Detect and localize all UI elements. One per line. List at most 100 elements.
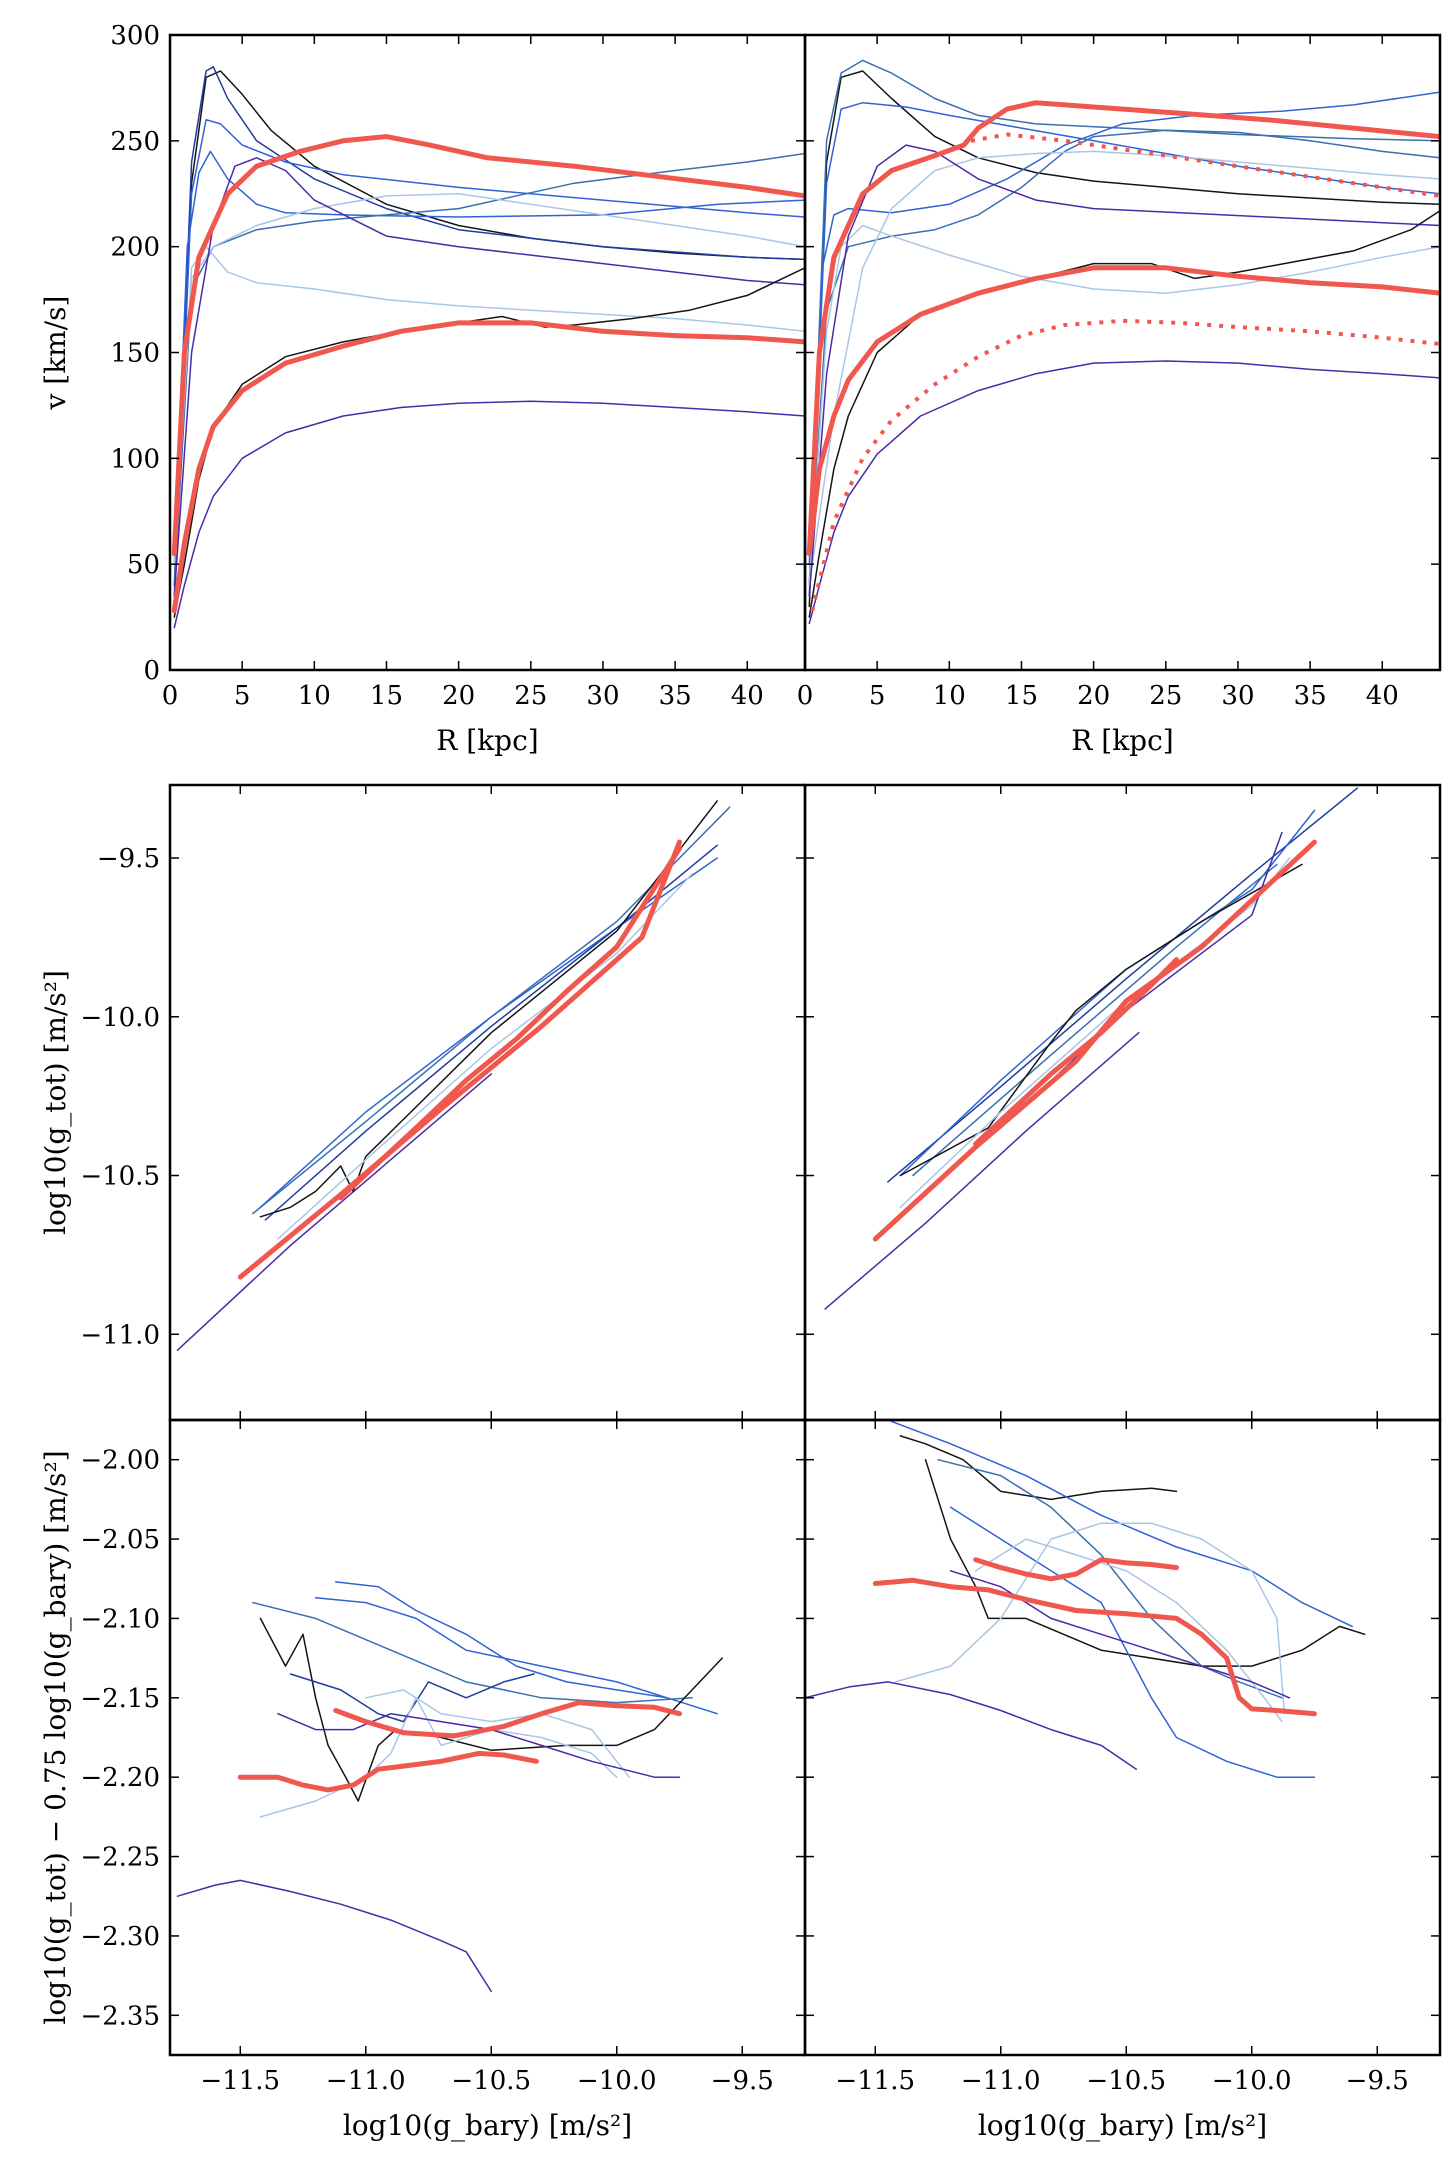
res-left-panel: −11.5 −11.0 −10.5 −10.0 −9.5 −2.35 −2.30 −2.25 −… <box>39 1418 807 2142</box>
series-res-9 <box>949 1570 1291 1699</box>
rar-left-panel: −11.0 −10.5 −10.0 −9.5 log10(g_tot) [m/s²] <box>39 783 807 1422</box>
series-rar-1 <box>176 1073 493 1351</box>
x-tick-label: −9.5 <box>711 2066 774 2096</box>
series-res-9 <box>277 1712 681 1778</box>
series-rc-8 <box>808 144 1440 597</box>
series-rc-red-1 <box>806 100 1440 557</box>
series-rc-5 <box>173 152 805 587</box>
y-tick-label: −9.5 <box>97 844 160 874</box>
x-tick-label: 0 <box>162 681 179 711</box>
x-tick-label: −9.5 <box>1346 2066 1409 2096</box>
x-tick-label: −10.5 <box>1086 2066 1166 2096</box>
y-tick-label: −2.00 <box>80 1446 160 1476</box>
series-rc-1 <box>808 70 1440 608</box>
series-res-red-2 <box>973 1557 1179 1582</box>
series-res-2 <box>899 1435 1178 1501</box>
x-tick-label: 40 <box>1366 681 1399 711</box>
series-res-8 <box>365 1689 631 1778</box>
series-rc-6 <box>808 150 1440 587</box>
rar-left-frame <box>168 783 807 1422</box>
y-tick-label: −10.5 <box>80 1162 160 1192</box>
series-res-4 <box>887 1420 1353 1628</box>
x-tick-label: 10 <box>298 681 331 711</box>
series-res-7 <box>894 1522 1286 1715</box>
x-tick-label: 5 <box>869 681 886 711</box>
series-rar-4 <box>912 863 1278 1177</box>
x-tick-label: 35 <box>659 681 692 711</box>
series-rc-3 <box>173 118 805 597</box>
series-res-1 <box>805 1681 1138 1770</box>
res-left-xlabel: log10(g_bary) [m/s²] <box>343 2109 632 2142</box>
x-tick-label: −11.0 <box>326 2066 406 2096</box>
series-res-7 <box>259 1697 618 1818</box>
rar-left-series <box>176 800 731 1351</box>
series-rc-8 <box>173 157 805 597</box>
x-tick-label: 35 <box>1294 681 1327 711</box>
res-right-xlabel: log10(g_bary) [m/s²] <box>978 2109 1267 2142</box>
y-tick-label: −2.20 <box>80 1763 160 1793</box>
x-tick-label: 30 <box>1221 681 1254 711</box>
res-left-series <box>176 1581 723 1993</box>
rar-right-frame <box>803 783 1442 1422</box>
x-tick-label: 40 <box>731 681 764 711</box>
x-tick-label: −10.0 <box>1212 2066 1292 2096</box>
x-tick-label: −10.0 <box>577 2066 657 2096</box>
series-rc-4 <box>173 150 805 565</box>
x-tick-label: −11.0 <box>961 2066 1041 2096</box>
series-rc-red-2-dotted <box>810 318 1440 612</box>
y-tick-label: 300 <box>110 21 160 51</box>
series-rar-red-1 <box>237 839 682 1280</box>
y-tick-label: −2.15 <box>80 1684 160 1714</box>
series-res-5 <box>259 1617 723 1802</box>
res-right-series <box>805 1420 1366 1778</box>
y-tick-label: 250 <box>110 127 160 157</box>
series-rc-red-2 <box>171 320 805 614</box>
series-res-3 <box>924 1458 1366 1667</box>
series-rc-red-1 <box>171 134 805 557</box>
x-tick-label: 15 <box>370 681 403 711</box>
rc-right-series <box>806 59 1440 625</box>
series-rc-7 <box>173 245 805 565</box>
rc-left-xlabel: R [kpc] <box>436 724 538 757</box>
x-tick-label: 5 <box>234 681 251 711</box>
series-res-8 <box>974 1538 1283 1723</box>
rar-left-ylabel: log10(g_tot) [m/s²] <box>39 970 72 1235</box>
x-tick-label: −10.5 <box>451 2066 531 2096</box>
y-tick-label: 200 <box>110 233 160 263</box>
rar-right-panel <box>803 783 1442 1422</box>
series-res-red-2 <box>333 1700 682 1739</box>
series-res-4 <box>334 1581 668 1699</box>
series-rc-5 <box>808 129 1440 587</box>
res-left-frame <box>168 1418 807 2057</box>
series-rar-2 <box>252 806 731 1215</box>
x-tick-label: 0 <box>797 681 814 711</box>
series-rar-5 <box>899 863 1303 1177</box>
res-left-ylabel: log10(g_tot) − 0.75 log10(g_bary) [m/s²] <box>39 1450 72 2024</box>
rc-right-frame <box>803 33 1442 672</box>
res-right-panel: −11.5 −11.0 −10.5 −10.0 −9.5 log10(g_bary) [m… <box>803 1418 1442 2142</box>
rc-left-panel: 0 5 10 15 20 25 30 35 40 0 50 100 150 200 250 300 R [kpc… <box>39 21 807 757</box>
y-tick-label: −11.0 <box>80 1320 160 1350</box>
series-res-2 <box>252 1601 693 1704</box>
series-rc-10 <box>808 360 1440 625</box>
series-rar-red-2 <box>973 957 1179 1147</box>
y-tick-label: 0 <box>143 656 160 686</box>
y-tick-label: −2.10 <box>80 1604 160 1634</box>
series-rar-4 <box>264 844 718 1221</box>
y-tick-label: −2.05 <box>80 1525 160 1555</box>
x-tick-label: 25 <box>1149 681 1182 711</box>
series-rar-3 <box>259 857 718 1209</box>
y-tick-label: −2.25 <box>80 1843 160 1873</box>
series-rar-2 <box>887 787 1358 1183</box>
y-tick-label: 50 <box>127 550 160 580</box>
x-tick-label: 25 <box>514 681 547 711</box>
series-rc-1 <box>173 70 805 608</box>
series-rar-6 <box>277 873 693 1240</box>
series-res-6 <box>289 1673 535 1723</box>
x-tick-label: 20 <box>442 681 475 711</box>
y-tick-label: −10.0 <box>80 1003 160 1033</box>
series-rc-6 <box>173 193 805 565</box>
y-tick-label: −2.35 <box>80 2001 160 2031</box>
